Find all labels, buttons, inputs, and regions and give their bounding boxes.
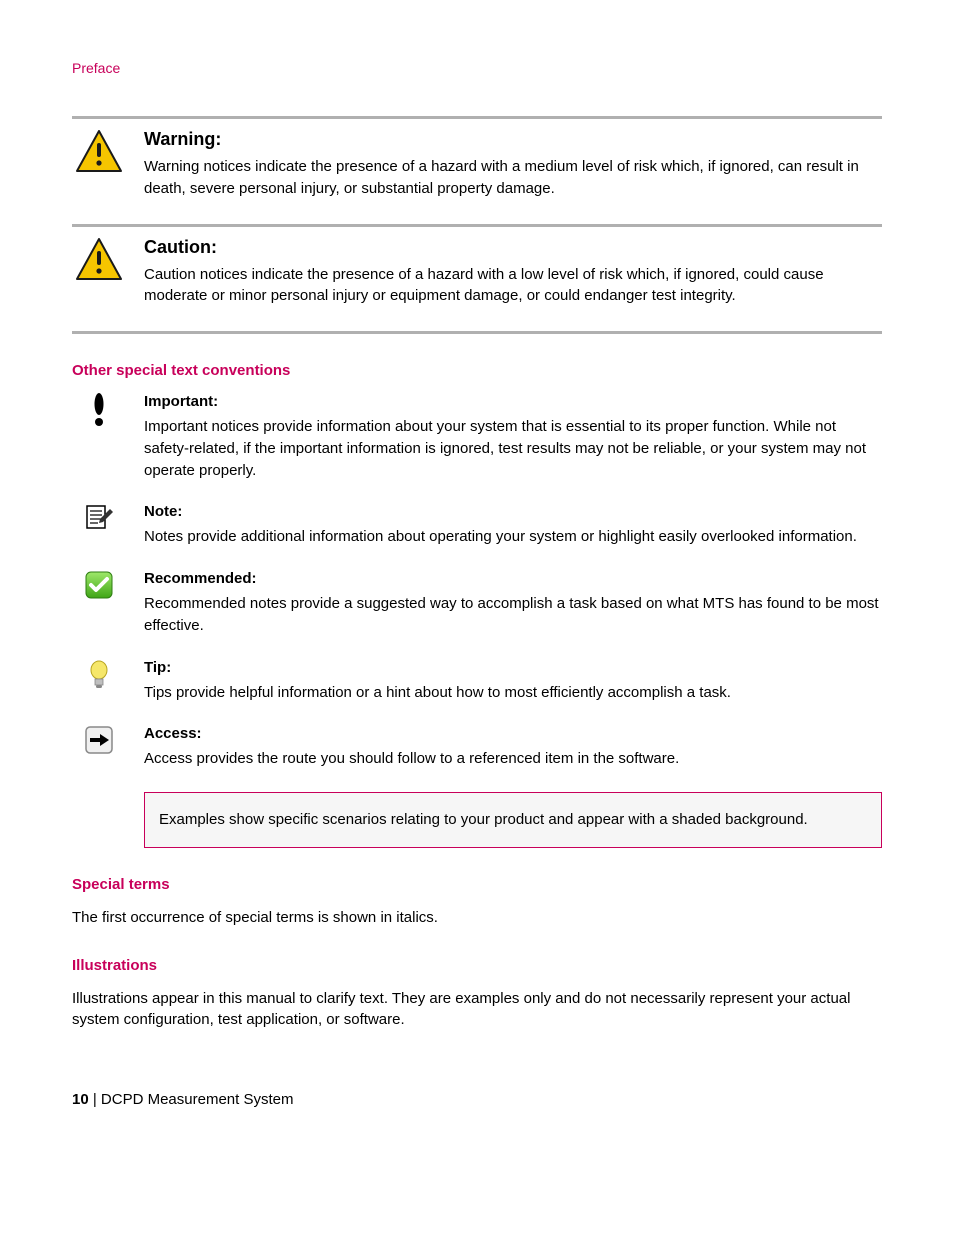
note-body: Notes provide additional information abo… [144, 526, 882, 548]
important-block: Important: Important notices provide inf… [72, 393, 882, 481]
illustrations-body: Illustrations appear in this manual to c… [72, 988, 882, 1032]
access-block: Access: Access provides the route you sh… [72, 725, 882, 770]
doc-title: DCPD Measurement System [101, 1091, 294, 1108]
caution-block: Caution: Caution notices indicate the pr… [72, 237, 882, 308]
warning-block: Warning: Warning notices indicate the pr… [72, 129, 882, 200]
tip-body: Tips provide helpful information or a hi… [144, 682, 882, 704]
caution-icon [72, 237, 126, 308]
page-container: Preface Warning: Warning notices indicat… [0, 0, 954, 1148]
access-title: Access: [144, 725, 882, 742]
access-icon [72, 725, 126, 770]
tip-block: Tip: Tips provide helpful information or… [72, 659, 882, 704]
caution-body: Caution notices indicate the presence of… [144, 264, 882, 308]
important-body: Important notices provide information ab… [144, 416, 882, 481]
special-terms-body: The first occurrence of special terms is… [72, 907, 882, 929]
other-conventions-heading: Other special text conventions [72, 362, 882, 379]
important-title: Important: [144, 393, 882, 410]
footer-sep: | [89, 1091, 101, 1108]
note-icon [72, 503, 126, 548]
breadcrumb[interactable]: Preface [72, 60, 882, 76]
special-terms-heading: Special terms [72, 876, 882, 893]
tip-icon [72, 659, 126, 704]
warning-body: Warning notices indicate the presence of… [144, 156, 882, 200]
divider [72, 116, 882, 119]
recommended-body: Recommended notes provide a suggested wa… [144, 593, 882, 637]
divider [72, 224, 882, 227]
page-number: 10 [72, 1091, 89, 1108]
recommended-icon [72, 570, 126, 637]
access-body: Access provides the route you should fol… [144, 748, 882, 770]
warning-icon [72, 129, 126, 200]
illustrations-heading: Illustrations [72, 957, 882, 974]
caution-title: Caution: [144, 237, 882, 258]
page-footer: 10 | DCPD Measurement System [72, 1091, 882, 1108]
note-title: Note: [144, 503, 882, 520]
recommended-block: Recommended: Recommended notes provide a… [72, 570, 882, 637]
warning-title: Warning: [144, 129, 882, 150]
divider [72, 331, 882, 334]
important-icon [72, 393, 126, 481]
note-block: Note: Notes provide additional informati… [72, 503, 882, 548]
recommended-title: Recommended: [144, 570, 882, 587]
tip-title: Tip: [144, 659, 882, 676]
example-box: Examples show specific scenarios relatin… [144, 792, 882, 848]
